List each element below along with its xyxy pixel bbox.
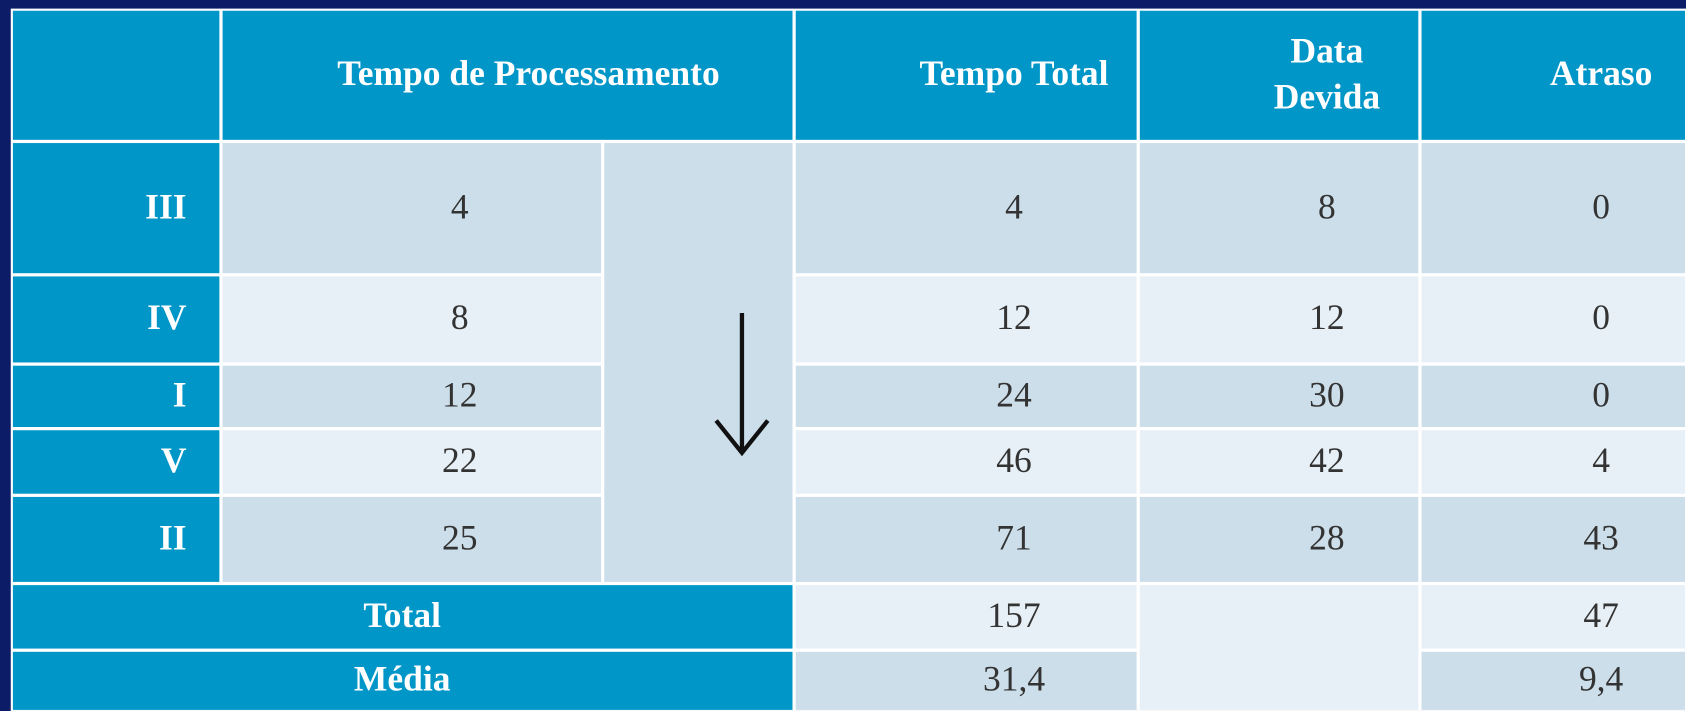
cell-text: 12 (996, 299, 1032, 338)
cell-text: Data Devida (1273, 31, 1381, 117)
cell: 0 (1421, 142, 1685, 273)
cell-text: 24 (996, 375, 1032, 415)
row-label: V (12, 429, 219, 494)
cell-text: 0 (1592, 187, 1610, 227)
row-label: III (12, 142, 219, 273)
cell: 31,4 (795, 651, 1137, 710)
cell-text: 47 (1583, 596, 1619, 636)
cell-text: 0 (1592, 299, 1610, 338)
cell: 28 (1139, 496, 1418, 582)
cell-text: 46 (996, 441, 1032, 481)
cell: 157 (795, 584, 1137, 649)
cell-text: III (145, 187, 187, 227)
cell-text: 4 (1005, 187, 1023, 227)
header-corner (12, 10, 219, 140)
header-cell: Tempo de Processamento (222, 10, 792, 140)
cell-text: 4 (450, 187, 469, 227)
cell: 12 (795, 275, 1137, 362)
cell-text: Tempo Total (919, 54, 1109, 94)
cell-text: 4 (1592, 441, 1610, 481)
cell: 4 (1421, 429, 1685, 494)
cell-text: 42 (1309, 441, 1345, 481)
header-cell: Data Devida (1139, 10, 1418, 140)
empty-cell (1139, 584, 1418, 710)
header-cell: Tempo Total (795, 10, 1137, 140)
summary-label: Total (12, 584, 792, 649)
cell-text: 22 (441, 441, 478, 481)
cell-text: 157 (987, 596, 1041, 636)
cell: 0 (1421, 275, 1685, 362)
down-arrow (713, 312, 769, 456)
cell-text: 12 (441, 375, 478, 415)
cell-text: Média (353, 660, 451, 700)
cell-text: 8 (450, 299, 469, 338)
cell-text: 28 (1309, 519, 1345, 558)
cell-text: 9,4 (1578, 660, 1624, 700)
row-label: I (12, 365, 219, 427)
cell: 8 (222, 275, 601, 362)
cell: 22 (222, 429, 601, 494)
cell-text: 25 (441, 519, 478, 558)
cell: 71 (795, 496, 1137, 582)
cell: 4 (222, 142, 601, 273)
cell-text: 12 (1309, 299, 1345, 338)
cell-text: Tempo de Processamento (337, 54, 720, 94)
cell: 24 (795, 365, 1137, 427)
cell-text: 31,4 (982, 660, 1046, 700)
cell-text: 8 (1318, 187, 1336, 227)
cell: 42 (1139, 429, 1418, 494)
cell-text: Total (363, 596, 441, 636)
cell: 47 (1421, 584, 1685, 649)
cell: 46 (795, 429, 1137, 494)
cell: 43 (1421, 496, 1685, 582)
cell: 4 (795, 142, 1137, 273)
cell-text: 30 (1309, 375, 1345, 415)
header-cell: Atraso (1421, 10, 1685, 140)
cell-text: IV (147, 299, 187, 338)
cell: 0 (1421, 365, 1685, 427)
cell-text: I (172, 375, 187, 415)
cell-text: II (158, 519, 187, 558)
arrow-cell (603, 142, 792, 582)
cell-text: Atraso (1549, 54, 1653, 94)
cell: 12 (222, 365, 601, 427)
cell-text: 71 (996, 519, 1032, 558)
row-label: IV (12, 275, 219, 362)
cell: 9,4 (1421, 651, 1685, 710)
cell: 30 (1139, 365, 1418, 427)
row-label: II (12, 496, 219, 582)
cell: 8 (1139, 142, 1418, 273)
cell: 12 (1139, 275, 1418, 362)
cell-text: 43 (1583, 519, 1619, 558)
cell-text: 0 (1592, 375, 1610, 415)
summary-label: Média (12, 651, 792, 710)
cell-text: V (160, 441, 187, 481)
cell: 25 (222, 496, 601, 582)
